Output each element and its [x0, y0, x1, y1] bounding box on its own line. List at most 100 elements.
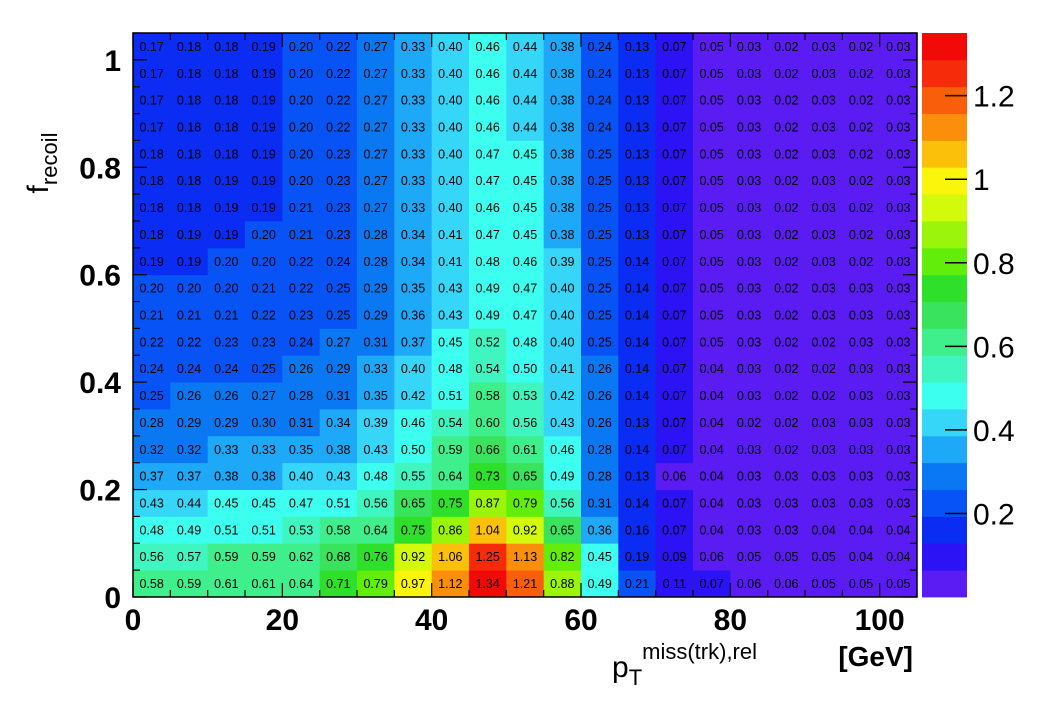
heatmap-cell	[394, 86, 433, 114]
color-bar: 0.2 0.4 0.6 0.8 1 1.2	[922, 33, 1015, 598]
heatmap-cell	[431, 382, 470, 410]
cell-value-label: 0.57	[177, 550, 201, 564]
cell-value-label: 0.13	[625, 416, 649, 430]
cell-value-label: 0.02	[774, 174, 798, 188]
cell-value-label: 0.40	[438, 121, 462, 135]
cell-value-label: 0.02	[774, 40, 798, 54]
heatmap-cell	[170, 355, 209, 383]
x-tick-label: 20	[266, 604, 299, 637]
cell-value-label: 0.58	[475, 389, 499, 403]
heatmap-cell	[543, 221, 582, 249]
cell-value-label: 0.20	[289, 147, 313, 161]
heatmap-cell	[170, 462, 209, 490]
cell-value-label: 0.19	[625, 550, 649, 564]
heatmap-cell	[730, 516, 769, 544]
heatmap-cell	[207, 33, 246, 61]
heatmap-cell	[170, 33, 209, 61]
cell-value-label: 0.32	[177, 443, 201, 457]
cell-value-label: 0.18	[177, 94, 201, 108]
heatmap-cell	[170, 247, 209, 276]
heatmap-cell	[357, 33, 395, 61]
cell-value-label: 0.46	[475, 121, 499, 135]
heatmap-cell	[282, 570, 321, 598]
heatmap-cell	[581, 489, 619, 517]
cell-value-label: 0.02	[774, 309, 798, 323]
heatmap-cell	[693, 59, 731, 88]
cell-value-label: 0.45	[513, 174, 537, 188]
heatmap-cell	[431, 409, 470, 437]
heatmap-cell	[543, 167, 582, 195]
heatmap-cell	[730, 59, 769, 88]
heatmap-cell	[357, 167, 395, 195]
cell-value-label: 0.24	[587, 121, 611, 135]
cell-value-label: 0.03	[811, 40, 835, 54]
heatmap-cell	[543, 516, 582, 544]
cell-value-label: 0.18	[214, 121, 238, 135]
cell-value-label: 0.21	[214, 309, 238, 323]
heatmap-cell	[506, 33, 545, 61]
cell-value-label: 0.03	[737, 255, 761, 269]
heatmap-cell	[767, 435, 806, 464]
heatmap-cell	[767, 113, 806, 141]
heatmap-cell	[618, 328, 657, 356]
heatmap-cell	[543, 570, 582, 598]
heatmap-cell	[207, 489, 246, 517]
heatmap-cell	[170, 59, 209, 88]
heatmap-cell	[357, 221, 395, 249]
heatmap-cell	[357, 194, 395, 222]
heatmap-cell	[282, 86, 321, 114]
heatmap-cell	[357, 247, 395, 276]
cell-value-label: 0.45	[438, 335, 462, 349]
heatmap-cell	[319, 409, 358, 437]
cell-value-label: 0.02	[849, 94, 873, 108]
cell-value-label: 0.43	[438, 309, 462, 323]
heatmap-cell	[879, 516, 918, 544]
cell-value-label: 0.38	[550, 201, 574, 215]
cell-value-label: 0.18	[177, 174, 201, 188]
cell-value-label: 0.25	[326, 282, 350, 296]
heatmap-cell	[245, 355, 283, 383]
cell-value-label: 0.37	[139, 470, 163, 484]
cell-value-label: 0.20	[251, 255, 275, 269]
cell-value-label: 0.03	[849, 335, 873, 349]
heatmap-cell	[431, 462, 470, 490]
heatmap-cell	[469, 355, 507, 383]
cell-value-label: 0.18	[214, 67, 238, 81]
cell-value-label: 0.46	[401, 416, 425, 430]
cell-value-label: 0.56	[363, 497, 387, 511]
cell-value-label: 0.24	[587, 94, 611, 108]
cell-value-label: 0.34	[401, 228, 425, 242]
heatmap-cell	[394, 516, 433, 544]
heatmap-cell	[319, 328, 358, 356]
cell-value-label: 0.25	[587, 147, 611, 161]
cell-value-label: 0.03	[886, 201, 910, 215]
cell-value-label: 0.03	[737, 201, 761, 215]
cell-value-label: 0.03	[737, 443, 761, 457]
heatmap-cell	[655, 274, 694, 302]
heatmap-cell	[693, 301, 731, 329]
cell-value-label: 0.14	[625, 443, 649, 457]
heatmap-cell	[767, 194, 806, 222]
cell-value-label: 0.19	[177, 228, 201, 242]
cell-value-label: 0.05	[699, 121, 723, 135]
cell-value-label: 0.03	[737, 67, 761, 81]
heatmap-cell	[842, 543, 881, 571]
cell-value-label: 0.25	[587, 228, 611, 242]
cell-value-label: 0.03	[811, 255, 835, 269]
heatmap-cell	[805, 409, 843, 437]
cell-value-label: 0.03	[886, 121, 910, 135]
cell-value-label: 0.23	[326, 174, 350, 188]
cell-value-label: 0.49	[177, 523, 201, 537]
cell-value-label: 0.64	[289, 577, 313, 591]
color-bar-segment	[922, 462, 967, 490]
cell-value-label: 0.04	[699, 416, 723, 430]
heatmap-cell	[319, 86, 358, 114]
heatmap-cell	[245, 140, 283, 168]
color-bar-segment	[922, 86, 967, 114]
heatmap-cell	[170, 328, 209, 356]
heatmap-cell	[133, 409, 171, 437]
heatmap-cell	[469, 221, 507, 249]
color-bar-segment	[922, 489, 967, 517]
heatmap-cell	[133, 140, 171, 168]
